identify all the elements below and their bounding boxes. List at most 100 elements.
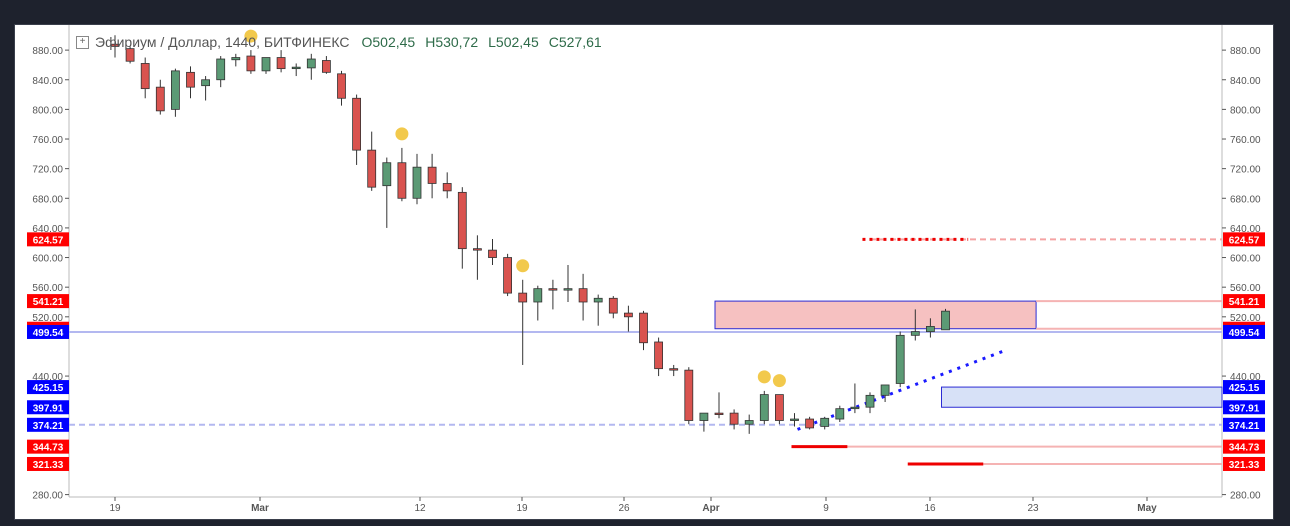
candle[interactable] [170, 70, 180, 110]
candle[interactable] [306, 58, 316, 69]
price-label: 499.54 [33, 328, 64, 339]
trend-line[interactable] [796, 348, 1007, 431]
x-tick-label: 19 [109, 503, 121, 514]
candle[interactable] [805, 418, 814, 429]
candle[interactable] [140, 63, 150, 90]
candle[interactable] [835, 408, 845, 420]
signal-marker[interactable] [244, 29, 258, 43]
y-tick-label: 560.00 [32, 283, 63, 294]
candle[interactable] [503, 257, 513, 294]
candle[interactable] [744, 420, 754, 425]
candle[interactable] [714, 412, 724, 415]
candle[interactable] [593, 297, 603, 303]
candle[interactable] [321, 60, 331, 73]
symbol-title[interactable]: Эфириум / Доллар, 1440, БИТФИНЕКС [95, 34, 350, 50]
price-label: 374.21 [1229, 421, 1260, 432]
y-tick-label: 800.00 [1230, 105, 1261, 116]
candle[interactable] [201, 79, 211, 87]
signal-marker[interactable] [516, 259, 530, 273]
candle[interactable] [880, 384, 890, 396]
candle[interactable] [276, 57, 286, 70]
y-tick-label: 640.00 [1230, 224, 1261, 235]
x-tick-label: 19 [516, 503, 528, 514]
candle[interactable] [729, 412, 739, 425]
candle[interactable] [654, 341, 663, 370]
price-label-box [27, 400, 69, 415]
price-label: 425.15 [33, 383, 64, 394]
price-label-box [1223, 294, 1265, 309]
candle[interactable] [850, 406, 860, 410]
candle[interactable] [775, 394, 784, 421]
candle[interactable] [624, 312, 633, 318]
candle[interactable] [533, 288, 543, 303]
price-label: 624.57 [1229, 235, 1260, 246]
chart-frame: 880.00 880.00 840.00 840.00 800.00 800.00 760.… [14, 24, 1274, 520]
x-tick-label: 12 [414, 503, 426, 514]
candle[interactable] [337, 73, 346, 99]
y-tick-label: 880.00 [32, 46, 63, 57]
price-label: 541.21 [33, 297, 64, 308]
candle[interactable] [231, 57, 241, 61]
price-label-box [1223, 380, 1265, 395]
price-zone[interactable] [941, 386, 1223, 408]
candle[interactable] [291, 66, 301, 70]
candle[interactable] [865, 394, 875, 408]
candle[interactable] [684, 369, 694, 421]
candle[interactable] [910, 331, 920, 336]
candle[interactable] [639, 312, 648, 344]
candle[interactable] [457, 191, 467, 250]
price-label: 397.91 [1229, 403, 1260, 414]
candle[interactable] [563, 288, 573, 291]
candle[interactable] [895, 334, 905, 384]
y-tick-label: 840.00 [32, 76, 63, 87]
signal-marker[interactable] [395, 127, 409, 141]
price-label-box [27, 417, 69, 432]
candle[interactable] [442, 183, 452, 192]
price-chart[interactable]: 880.00 880.00 840.00 840.00 800.00 800.00 760.… [15, 25, 1275, 521]
candle[interactable] [261, 57, 271, 72]
candle[interactable] [820, 417, 830, 427]
candle[interactable] [125, 48, 135, 62]
candle[interactable] [669, 368, 679, 371]
candle[interactable] [367, 149, 377, 188]
candle[interactable] [155, 86, 165, 112]
price-label-box [27, 380, 69, 395]
candle[interactable] [246, 55, 256, 72]
y-tick-label: 560.00 [1230, 283, 1261, 294]
candle[interactable] [110, 43, 120, 47]
candle[interactable] [941, 310, 950, 331]
price-label-box [27, 324, 69, 339]
price-label: 499.54 [1229, 328, 1260, 339]
price-label-box [27, 294, 69, 309]
plus-square-icon[interactable]: + [76, 35, 89, 49]
signal-marker[interactable] [772, 374, 786, 388]
price-zone[interactable] [714, 300, 1037, 330]
candle[interactable] [578, 288, 588, 303]
y-tick-label: 840.00 [1230, 76, 1261, 87]
price-label: 344.73 [33, 443, 64, 454]
candle[interactable] [699, 412, 709, 421]
candle[interactable] [397, 162, 407, 199]
candle[interactable] [216, 58, 226, 81]
candle[interactable] [608, 297, 618, 314]
candle[interactable] [412, 166, 422, 199]
candle[interactable] [472, 248, 482, 251]
candle[interactable] [548, 288, 558, 291]
candle[interactable] [518, 292, 528, 303]
candle[interactable] [790, 418, 799, 421]
candle[interactable] [759, 394, 769, 421]
y-tick-label: 720.00 [32, 165, 63, 176]
price-label-box [27, 232, 69, 247]
candle[interactable] [488, 249, 497, 258]
candle[interactable] [427, 166, 437, 184]
price-label-box [27, 439, 69, 454]
candle[interactable] [186, 71, 195, 88]
open-value: O502,45 [361, 34, 416, 50]
price-label: 321.33 [33, 460, 64, 471]
candle[interactable] [352, 97, 362, 151]
candle[interactable] [382, 162, 392, 187]
x-tick-label: Apr [702, 503, 719, 514]
candle[interactable] [926, 326, 935, 333]
signal-marker[interactable] [757, 370, 771, 384]
y-tick-label: 440.00 [32, 372, 63, 383]
